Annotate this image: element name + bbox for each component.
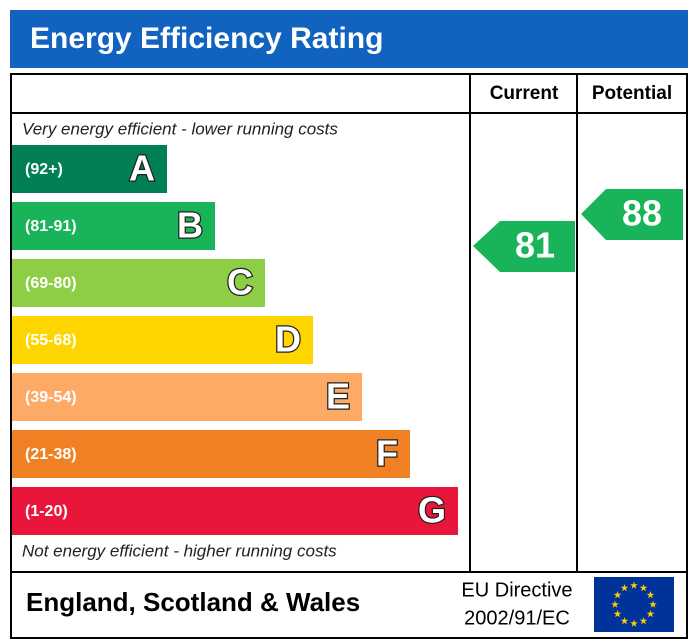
bottom-note: Not energy efficient - higher running co… xyxy=(22,541,337,560)
potential-arrow xyxy=(581,189,683,240)
star xyxy=(630,619,638,627)
directive: EU Directive xyxy=(461,579,572,601)
star xyxy=(630,581,638,589)
eu-stars xyxy=(611,581,657,627)
star xyxy=(646,610,655,618)
band-letter: C xyxy=(227,262,253,303)
star xyxy=(646,591,655,599)
top-note: Very energy efficient - lower running co… xyxy=(22,119,338,138)
band-range: (92+) xyxy=(25,161,63,178)
directive: 2002/91/EC xyxy=(464,607,570,629)
title: Energy Efficiency Rating xyxy=(30,22,383,55)
band-bar xyxy=(12,316,313,364)
bands: (92+) A (81-91) B (69-80) C (55-68) D (39-54) E (2… xyxy=(12,145,458,535)
band-range: (39-54) xyxy=(25,389,77,406)
star xyxy=(613,610,622,618)
band-bar xyxy=(12,487,458,535)
star xyxy=(620,584,629,592)
footer-frame xyxy=(10,571,688,639)
column-header: Current xyxy=(490,83,559,104)
potential-value: 88 xyxy=(622,193,662,234)
band-bar xyxy=(12,145,167,193)
star xyxy=(639,584,648,592)
band-bar xyxy=(12,259,265,307)
current-value: 81 xyxy=(515,225,555,266)
band-letter: G xyxy=(418,490,446,531)
band-letter: A xyxy=(129,148,155,189)
band-bar xyxy=(12,202,215,250)
band-range: (81-91) xyxy=(25,218,77,235)
band-letter: D xyxy=(275,319,301,360)
star xyxy=(613,591,622,599)
star xyxy=(620,617,629,625)
band-range: (21-38) xyxy=(25,446,77,463)
column-header: Potential xyxy=(592,83,672,104)
current-arrow xyxy=(473,221,575,272)
header-bar xyxy=(10,10,688,68)
star xyxy=(611,600,619,608)
band-range: (69-80) xyxy=(25,275,77,292)
star xyxy=(639,617,648,625)
band-range: (1-20) xyxy=(25,503,68,520)
band-range: (55-68) xyxy=(25,332,77,349)
band-letter: B xyxy=(177,205,203,246)
band-bar xyxy=(12,430,410,478)
band-letter: F xyxy=(376,433,398,474)
region: England, Scotland & Wales xyxy=(26,587,360,617)
band-bar xyxy=(12,373,362,421)
star xyxy=(649,600,657,608)
band-letter: E xyxy=(326,376,350,417)
